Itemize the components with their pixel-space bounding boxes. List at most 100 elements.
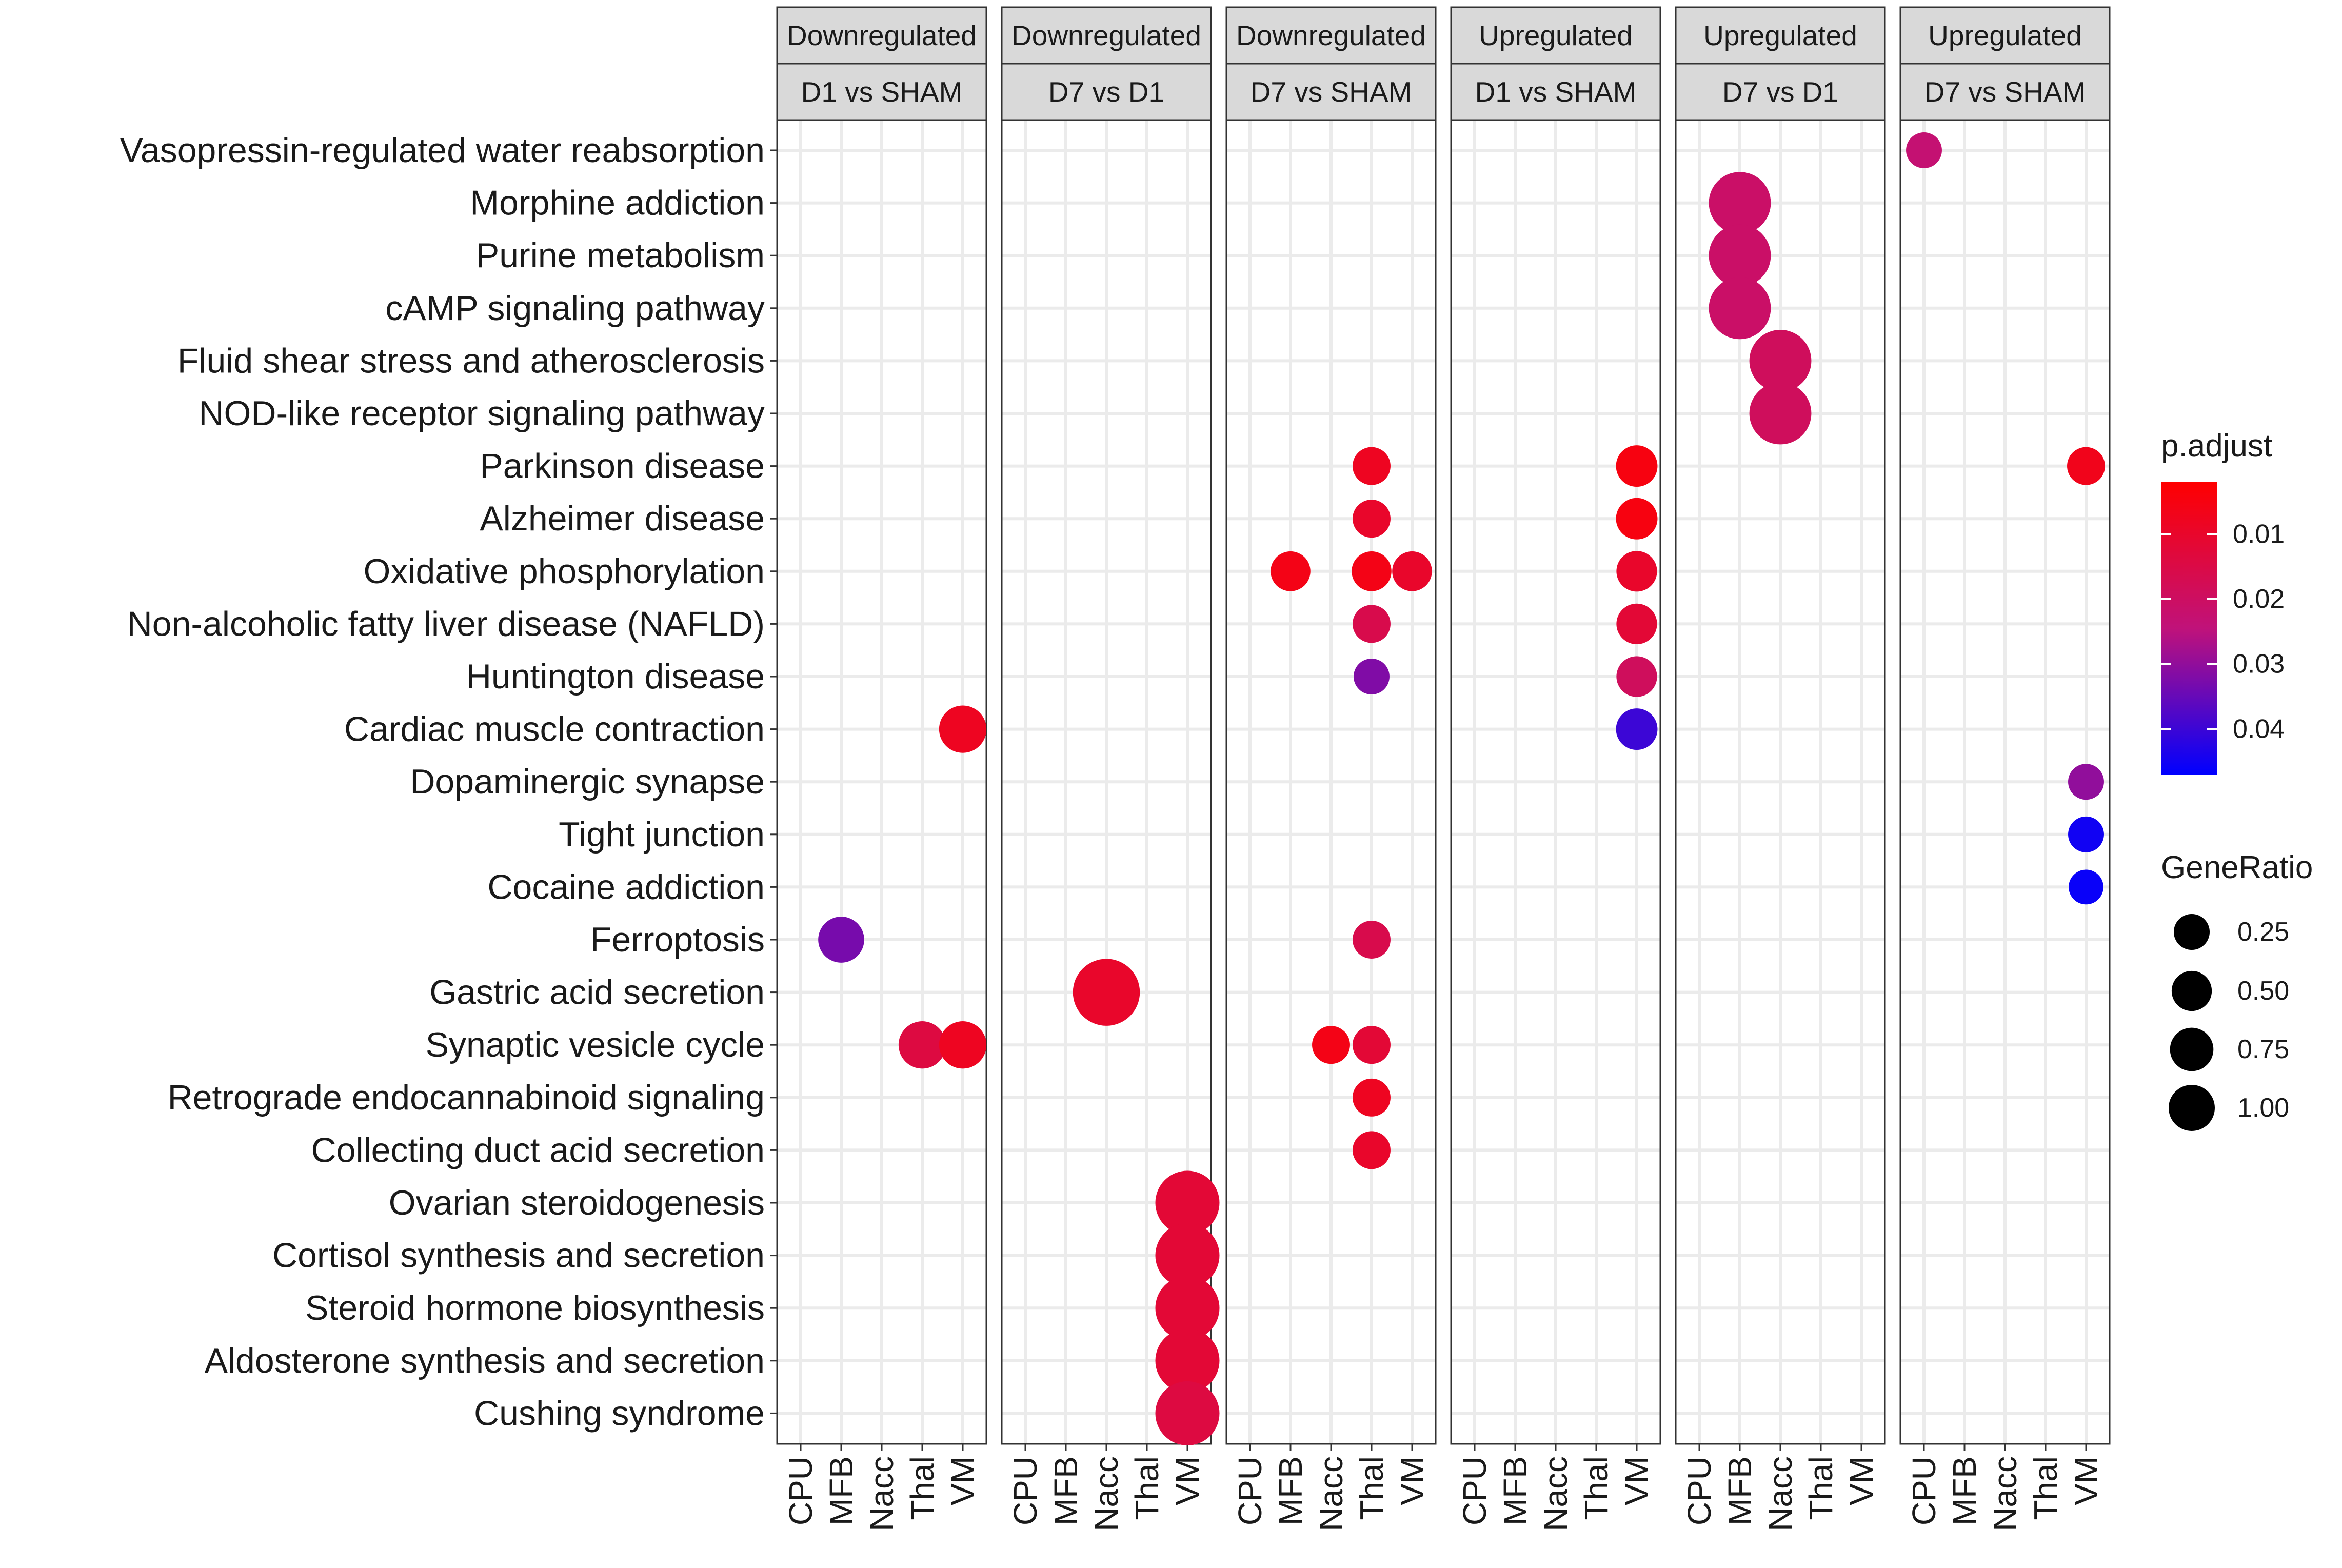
x-tick-label: CPU (1906, 1456, 1942, 1525)
y-axis-labels: Vasopressin-regulated water reabsorption… (120, 131, 777, 1433)
data-point (1353, 1026, 1391, 1064)
y-tick-label: Parkinson disease (480, 447, 765, 486)
color-legend-bar (2161, 482, 2217, 775)
data-point (1353, 921, 1391, 959)
x-tick-label: VM (2068, 1456, 2105, 1505)
data-point (1352, 551, 1392, 591)
size-legend-dot (2174, 914, 2210, 950)
x-tick-label: Nacc (863, 1456, 900, 1531)
size-legend-dot (2170, 1027, 2214, 1071)
y-tick-label: Aldosterone synthesis and secretion (205, 1341, 765, 1380)
y-tick-label: Tight junction (559, 815, 765, 854)
data-point (1392, 551, 1432, 591)
x-tick-label: VM (1843, 1456, 1880, 1505)
data-point (939, 705, 987, 753)
data-point (1073, 959, 1140, 1026)
y-tick-label: Purine metabolism (476, 236, 765, 275)
facet-comparison-label: D7 vs SHAM (1924, 76, 2086, 108)
data-point (1353, 1131, 1391, 1169)
facet-strip-comparison (1225, 63, 1437, 121)
facet-panel: Upregulated D7 vs SHAM CPU MFB Nacc Thal VM (1899, 6, 2111, 1531)
y-tick-label: Cushing syndrome (474, 1394, 765, 1433)
size-legend-label: 1.00 (2237, 1093, 2289, 1123)
data-point (1271, 551, 1311, 591)
y-tick-label: Retrograde endocannabinoid signaling (168, 1078, 765, 1117)
y-tick-label: Huntington disease (466, 657, 765, 696)
facet-strip-direction (1225, 6, 1437, 65)
x-tick-label: MFB (1047, 1456, 1084, 1525)
y-tick-label: Gastric acid secretion (429, 973, 765, 1012)
facet-panel: Upregulated D1 vs SHAM CPU MFB Nacc Thal VM (1450, 6, 1661, 1531)
x-tick-label: Thal (1802, 1456, 1839, 1520)
x-tick-label: Thal (904, 1456, 941, 1520)
data-point (1155, 1223, 1220, 1288)
data-point (1155, 1381, 1220, 1445)
data-point (1616, 656, 1657, 697)
color-legend-label: 0.02 (2233, 584, 2285, 614)
facet-panel: Downregulated D1 vs SHAM CPU MFB Nacc Thal VM (776, 6, 987, 1531)
x-tick-label: MFB (1272, 1456, 1309, 1525)
color-legend-title: p.adjust (2161, 428, 2272, 464)
x-tick-label: Thal (1353, 1456, 1390, 1520)
size-legend-dot (2169, 1085, 2215, 1131)
size-legend-label: 0.75 (2237, 1035, 2289, 1064)
data-point (898, 1021, 946, 1069)
y-tick-label: Alzheimer disease (480, 499, 765, 538)
x-tick-label: Nacc (1313, 1456, 1349, 1531)
color-legend-label: 0.03 (2233, 649, 2285, 679)
x-tick-label: MFB (1497, 1456, 1534, 1525)
y-tick-label: Oxidative phosphorylation (364, 552, 765, 591)
data-point (1353, 447, 1391, 485)
facet-direction-label: Upregulated (1703, 19, 1857, 51)
y-tick-label: Ovarian steroidogenesis (389, 1183, 765, 1222)
facet-direction-label: Downregulated (1236, 19, 1426, 51)
facet-direction-label: Upregulated (1928, 19, 2082, 51)
facet-comparison-label: D1 vs SHAM (1475, 76, 1637, 108)
data-point (1616, 551, 1657, 592)
y-tick-label: Cardiac muscle contraction (344, 710, 765, 749)
data-point (1155, 1328, 1220, 1393)
x-tick-label: Nacc (1987, 1456, 2023, 1531)
x-tick-label: MFB (1721, 1456, 1758, 1525)
legends: p.adjust 0.01 0.02 0.03 0.04 GeneRatio 0.25 0.5… (2161, 428, 2313, 1131)
size-legend-dot (2171, 970, 2212, 1011)
x-tick-label: Nacc (1762, 1456, 1799, 1531)
y-tick-label: NOD-like receptor signaling pathway (199, 394, 765, 433)
data-point (2068, 816, 2104, 852)
facet-strip-comparison (1001, 63, 1212, 121)
data-point (1155, 1276, 1220, 1340)
x-tick-label: CPU (1456, 1456, 1493, 1525)
size-legend-title: GeneRatio (2161, 850, 2313, 885)
color-legend-label: 0.01 (2233, 519, 2285, 549)
data-point (2067, 447, 2105, 485)
y-tick-label: Cortisol synthesis and secretion (272, 1236, 765, 1275)
x-tick-label: VM (1618, 1456, 1655, 1505)
data-point (1155, 1170, 1220, 1235)
facet-strip-direction (1899, 6, 2111, 65)
data-point (1353, 1078, 1391, 1117)
facet-strip-comparison (1899, 63, 2111, 121)
data-point (1353, 605, 1391, 643)
y-tick-label: Non-alcoholic fatty liver disease (NAFLD… (127, 604, 765, 643)
facet-direction-label: Downregulated (787, 19, 977, 51)
size-legend-label: 0.25 (2237, 917, 2289, 947)
x-tick-label: CPU (1232, 1456, 1268, 1525)
x-tick-label: MFB (1946, 1456, 1983, 1525)
facet-comparison-label: D7 vs D1 (1722, 76, 1838, 108)
y-tick-label: Steroid hormone biosynthesis (305, 1288, 765, 1327)
facet-comparison-label: D7 vs D1 (1048, 76, 1164, 108)
y-tick-label: Morphine addiction (470, 184, 765, 223)
y-tick-label: Vasopressin-regulated water reabsorption (120, 131, 765, 170)
data-point (1709, 172, 1771, 234)
x-tick-label: Thal (1128, 1456, 1165, 1520)
y-tick-label: Collecting duct acid secretion (311, 1130, 765, 1169)
facet-strip-direction (1675, 6, 1886, 65)
data-point (2069, 869, 2103, 905)
x-tick-label: Thal (2027, 1456, 2064, 1520)
data-point (818, 917, 864, 963)
data-point (1616, 498, 1658, 540)
facet-strip-comparison (1675, 63, 1886, 121)
y-tick-label: Ferroptosis (590, 920, 765, 959)
y-tick-label: cAMP signaling pathway (385, 289, 765, 328)
data-point (1906, 132, 1942, 168)
